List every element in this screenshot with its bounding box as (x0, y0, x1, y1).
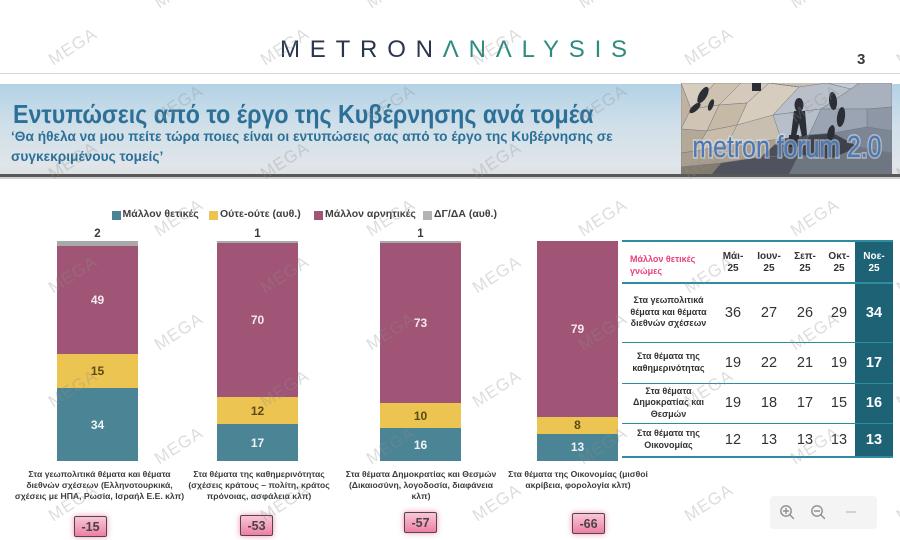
svg-text:metron forum 2.0: metron forum 2.0 (693, 129, 882, 164)
svg-text:metron forum 2.0: metron forum 2.0 (693, 129, 882, 164)
